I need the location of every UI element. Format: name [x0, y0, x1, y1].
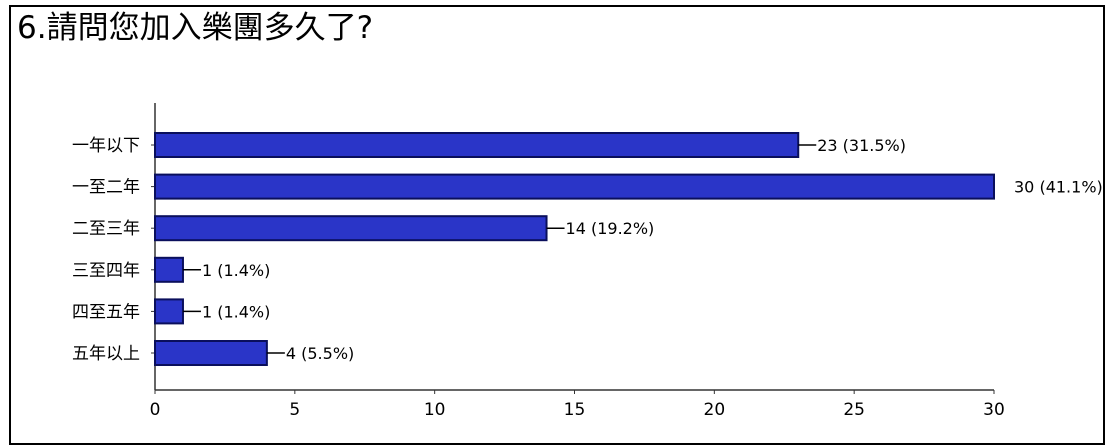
- x-tick-label: 15: [564, 400, 586, 420]
- bar-chart: 0 5 10 15 20 25 30 一年以下 23 (31.5%) 一至二年 30 (41.1%)…: [72, 103, 1103, 420]
- category-label: 四至五年: [72, 302, 140, 322]
- category-label: 一至二年: [72, 178, 140, 198]
- bar: [154, 132, 800, 158]
- bar: [154, 298, 184, 325]
- x-tick-label: 10: [424, 400, 446, 420]
- category-label: 一年以下: [72, 136, 140, 156]
- x-tick-label: 30: [983, 400, 1005, 420]
- data-label: 4 (5.5%): [286, 344, 354, 363]
- category-label: 二至三年: [72, 219, 140, 239]
- category-label: 五年以上: [72, 344, 140, 364]
- bar: [154, 215, 548, 242]
- data-label: 30 (41.1%): [1014, 178, 1103, 197]
- bar: [154, 340, 268, 366]
- data-label: 23 (31.5%): [817, 136, 906, 155]
- x-tick-label: 20: [704, 400, 726, 420]
- data-label: 1 (1.4%): [202, 261, 270, 280]
- x-tick-label: 25: [843, 400, 865, 420]
- category-label: 三至四年: [72, 261, 140, 281]
- chart-title: 6.請問您加入樂團多久了?: [17, 10, 374, 46]
- data-label: 14 (19.2%): [566, 219, 655, 238]
- data-label: 1 (1.4%): [202, 302, 270, 321]
- x-tick-label: 5: [289, 400, 300, 420]
- bar: [154, 256, 184, 283]
- bar: [154, 173, 995, 200]
- x-tick-label: 0: [150, 400, 161, 420]
